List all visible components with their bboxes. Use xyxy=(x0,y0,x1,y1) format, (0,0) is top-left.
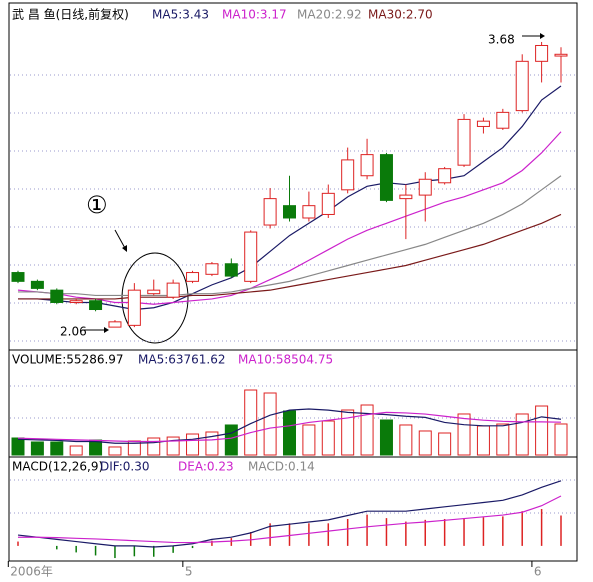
volume-bar xyxy=(50,441,64,456)
candle-body xyxy=(263,198,277,226)
candle-body xyxy=(496,111,510,129)
candle-body xyxy=(302,205,316,219)
candle-body xyxy=(166,282,180,298)
volume-bar xyxy=(186,433,200,456)
annotation: ① xyxy=(86,191,108,219)
volume-bar xyxy=(205,431,219,456)
arrow xyxy=(114,229,127,251)
arrow-head xyxy=(104,327,109,333)
candle-body xyxy=(321,192,335,215)
candle-body xyxy=(476,120,490,127)
volume-bar xyxy=(302,424,316,456)
legend-entry: MA10:58504.75 xyxy=(238,353,333,367)
volume-bar xyxy=(341,409,355,456)
ma-line xyxy=(17,480,562,548)
x-tick-label: 6 xyxy=(534,565,542,579)
volume-bar xyxy=(69,445,83,456)
candle-body xyxy=(11,272,25,282)
legend-entry: 武 昌 鱼(日线,前复权) xyxy=(12,7,129,22)
candle-body xyxy=(224,263,238,277)
legend-entry: MACD(12,26,9) xyxy=(12,460,103,474)
candle-body xyxy=(186,272,200,282)
candle-body xyxy=(515,60,529,112)
candle-body xyxy=(341,159,355,191)
volume-bar xyxy=(379,419,393,456)
candle-body xyxy=(30,280,44,289)
legend-entry: MA30:2.70 xyxy=(368,8,433,22)
volume-bar xyxy=(224,424,238,456)
arrow-head xyxy=(540,33,545,39)
candle-body xyxy=(418,178,432,196)
arrow-head xyxy=(122,245,127,252)
candle-body xyxy=(127,289,141,326)
candle-body xyxy=(379,154,393,201)
legend-entry: MA5:63761.62 xyxy=(138,353,226,367)
x-tick-label: 5 xyxy=(185,565,193,579)
annotation: 2.06 xyxy=(60,325,87,339)
candle-body xyxy=(244,231,258,282)
volume-bar xyxy=(30,441,44,456)
volume-bar xyxy=(515,413,529,456)
volume-bar xyxy=(554,423,568,456)
candle-body xyxy=(205,263,219,275)
volume-bar xyxy=(496,423,510,456)
legend-entry: DIF:0.30 xyxy=(100,460,150,474)
volume-bar xyxy=(476,425,490,456)
frame xyxy=(8,2,578,562)
candle-body xyxy=(69,300,83,303)
volume-bar xyxy=(244,389,258,456)
volume-bar xyxy=(457,413,471,456)
ma-line xyxy=(18,495,562,544)
volume-bar xyxy=(108,446,122,456)
volume-bar xyxy=(263,392,277,456)
ma-line xyxy=(18,85,562,311)
ma-line xyxy=(17,131,562,305)
candle-body xyxy=(535,44,549,62)
x-tick-label: 2006年 xyxy=(10,565,53,579)
legend-entry: MA10:3.17 xyxy=(222,8,287,22)
ma-line xyxy=(17,408,562,444)
ma-line xyxy=(17,411,562,443)
legend-entry: MACD:0.14 xyxy=(248,460,315,474)
legend-entry: VOLUME:55286.97 xyxy=(12,353,124,367)
volume-bar xyxy=(360,404,374,456)
ma-line xyxy=(18,175,562,297)
candle-body xyxy=(50,289,64,303)
candle-body xyxy=(147,289,161,295)
legend-entry: MA5:3.43 xyxy=(152,8,209,22)
volume-bar xyxy=(11,437,25,456)
legend-entry: MA20:2.92 xyxy=(297,8,362,22)
volume-bar xyxy=(418,430,432,456)
candle-body xyxy=(438,168,452,184)
candle-body xyxy=(554,53,568,57)
candle-body xyxy=(108,321,122,328)
candle-body xyxy=(457,118,471,166)
legend-entry: DEA:0.23 xyxy=(178,460,234,474)
candle-body xyxy=(283,205,296,219)
volume-bar xyxy=(399,424,413,456)
candle-body xyxy=(399,194,413,200)
volume-bar xyxy=(321,420,335,456)
candle-body xyxy=(89,300,103,311)
volume-bar xyxy=(147,437,161,456)
volume-bar xyxy=(535,405,549,456)
annotation: 3.68 xyxy=(488,33,515,47)
candle-body xyxy=(360,154,374,177)
volume-bar xyxy=(438,432,452,456)
volume-bar xyxy=(283,410,296,456)
ma-line xyxy=(18,213,562,300)
